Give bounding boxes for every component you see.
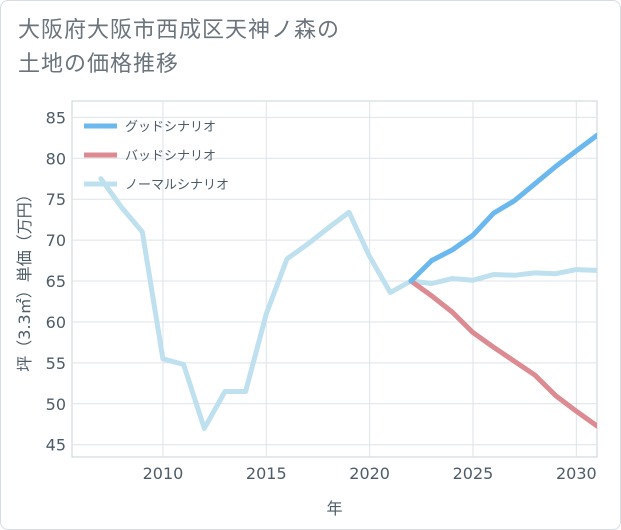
legend-label: グッドシナリオ	[125, 120, 216, 135]
y-tick-label: 70	[46, 231, 66, 250]
x-axis-label: 年	[326, 499, 342, 518]
title-line-1: 大阪府大阪市西成区天神ノ森の	[18, 18, 341, 43]
y-tick-label: 60	[46, 313, 66, 332]
y-tick-label: 80	[46, 149, 66, 168]
x-tick-label: 2010	[143, 464, 184, 483]
chart-title: 大阪府大阪市西成区天神ノ森の 土地の価格推移	[18, 14, 340, 82]
x-tick-label: 2015	[246, 464, 287, 483]
legend-label: バッドシナリオ	[125, 149, 216, 164]
plot-frame	[71, 100, 598, 458]
axes: 45 50 55 60 65 70 75 80 85 2010 2015 2020 2025 2030 年 坪…	[15, 108, 597, 518]
series-line-normal	[98, 176, 597, 431]
y-tick-label: 65	[46, 272, 66, 291]
x-tick-label: 2020	[349, 464, 390, 483]
title-line-2: 土地の価格推移	[18, 52, 180, 77]
series-lines	[98, 132, 597, 431]
x-tick-label: 2025	[453, 464, 494, 483]
y-axis-label: 坪（3.3㎡）単価（万円）	[15, 186, 34, 371]
y-tick-label: 55	[46, 354, 66, 373]
y-tick-label: 50	[46, 395, 66, 414]
y-tick-label: 85	[46, 108, 66, 127]
grid-lines	[71, 100, 598, 458]
series-line-good	[408, 132, 597, 284]
y-tick-label: 75	[46, 190, 66, 209]
series-line-bad	[408, 278, 597, 429]
x-tick-label: 2030	[556, 464, 597, 483]
y-tick-label: 45	[46, 436, 66, 455]
legend-label: ノーマルシナリオ	[125, 178, 229, 193]
